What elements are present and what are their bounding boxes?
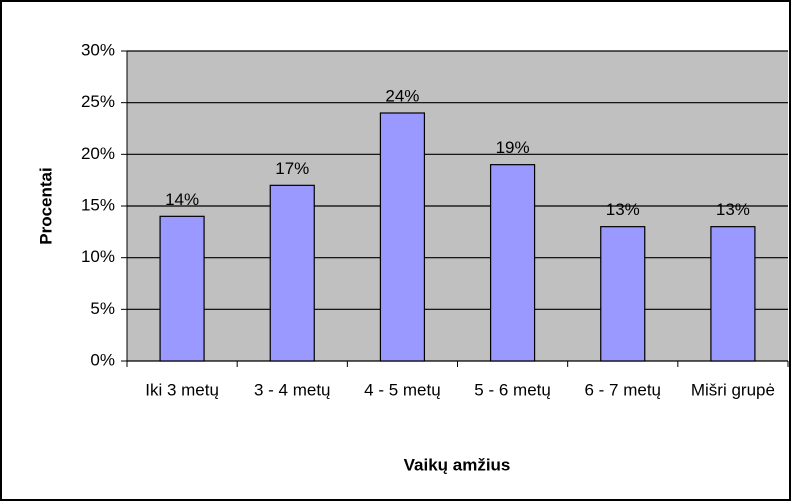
bar <box>489 164 536 362</box>
y-tick-label: 5% <box>90 299 115 318</box>
bar <box>600 226 646 362</box>
x-tick-label: 3 - 4 metų <box>254 380 331 399</box>
x-tick-label: 6 - 7 metų <box>584 380 661 399</box>
data-label: 14% <box>165 190 199 209</box>
bar <box>379 112 426 362</box>
bar <box>269 184 315 362</box>
x-tick-label: Iki 3 metų <box>145 380 219 399</box>
y-tick-label: 15% <box>81 195 115 214</box>
data-label: 13% <box>716 200 750 219</box>
bar <box>710 226 756 362</box>
bar <box>159 215 205 362</box>
x-axis-title: Vaikų amžius <box>404 455 511 474</box>
y-axis-title: Procentai <box>36 167 55 244</box>
x-tick-label: Mišri grupė <box>691 380 775 399</box>
data-label: 19% <box>496 138 530 157</box>
y-tick-label: 20% <box>81 144 115 163</box>
y-tick-label: 30% <box>81 40 115 59</box>
data-label: 24% <box>385 86 419 105</box>
x-tick-label: 5 - 6 metų <box>474 380 551 399</box>
y-tick-label: 25% <box>81 92 115 111</box>
y-tick-label: 0% <box>90 350 115 369</box>
data-label: 13% <box>606 200 640 219</box>
data-label: 17% <box>275 159 309 178</box>
y-tick-label: 10% <box>81 247 115 266</box>
x-tick-label: 4 - 5 metų <box>364 380 441 399</box>
